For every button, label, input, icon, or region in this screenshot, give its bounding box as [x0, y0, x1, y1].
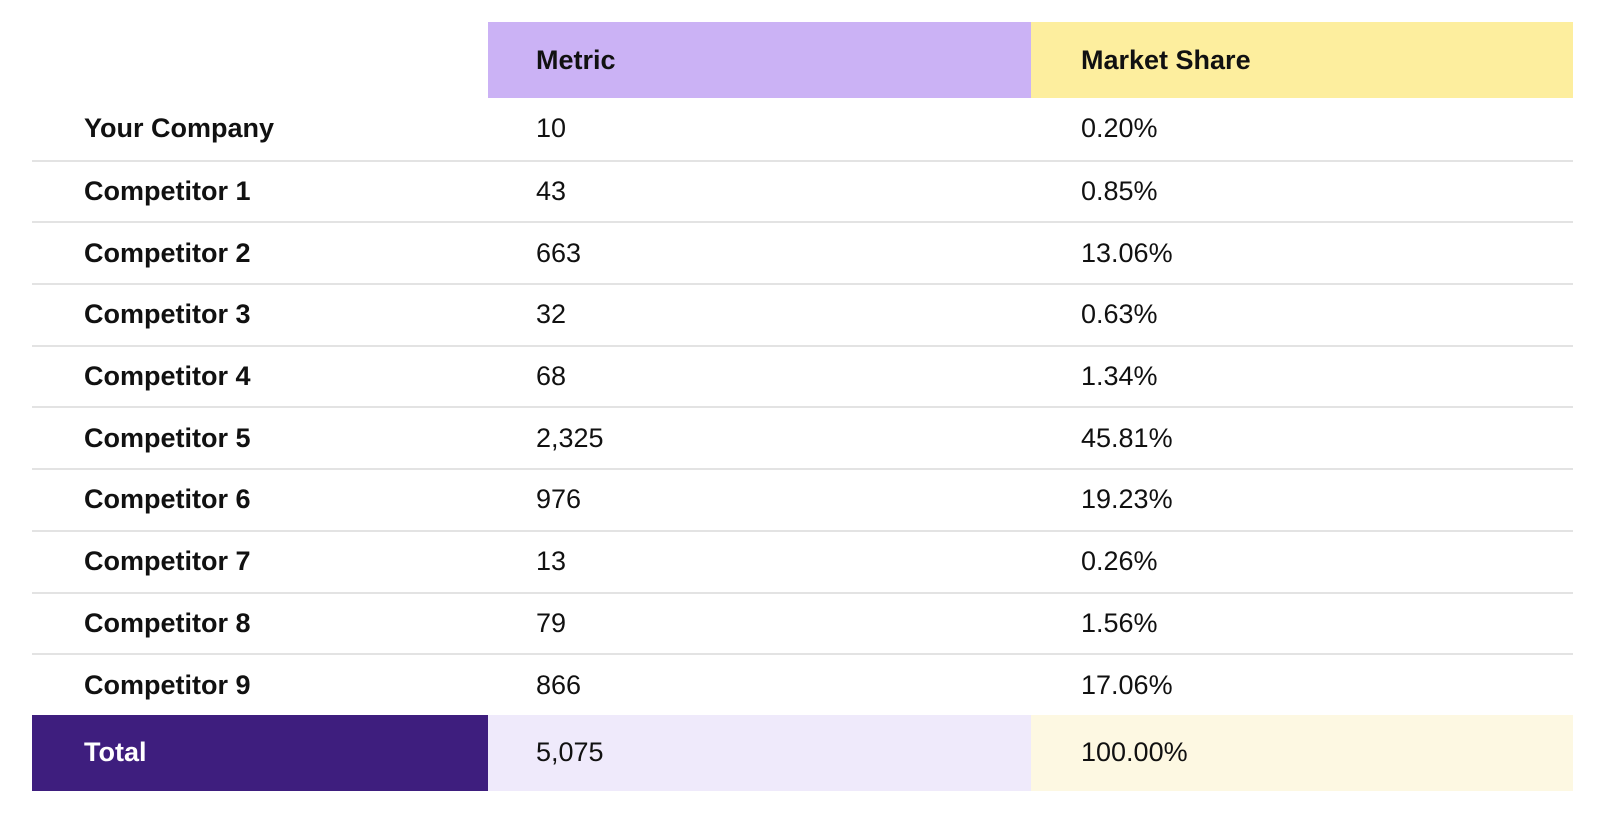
row-label: Competitor 5 — [84, 422, 251, 453]
market-share-value: 1.56% — [1081, 607, 1158, 638]
row-label: Competitor 2 — [84, 237, 251, 268]
market-share-value: 1.34% — [1081, 361, 1158, 392]
table-header-row: Metric Market Share — [32, 22, 1573, 98]
metric-value: 43 — [536, 176, 567, 207]
total-label: Total — [32, 714, 488, 791]
metric-value: 32 — [536, 299, 567, 330]
row-label: Competitor 9 — [84, 669, 251, 700]
metric-value: 663 — [536, 237, 582, 268]
market-share-value: 17.06% — [1081, 669, 1173, 700]
table-row: Competitor 7 13 0.26% — [32, 529, 1573, 592]
metric-value: 79 — [536, 607, 567, 638]
table-row: Competitor 9 866 17.06% — [32, 653, 1573, 715]
table-row: Competitor 6 976 19.23% — [32, 468, 1573, 530]
row-label: Competitor 4 — [84, 361, 251, 392]
metric-value: 2,325 — [536, 422, 604, 453]
column-header-metric: Metric — [488, 22, 1031, 98]
market-share-value: 0.85% — [1081, 176, 1158, 207]
row-label: Competitor 1 — [84, 176, 251, 207]
metric-value: 866 — [536, 669, 582, 700]
metric-value: 976 — [536, 484, 582, 515]
table-row: Competitor 8 79 1.56% — [32, 591, 1573, 654]
market-share-value: 0.26% — [1081, 546, 1158, 577]
market-share-value: 0.20% — [1081, 113, 1158, 144]
table-body: Your Company 10 0.20% Competitor 1 43 0.… — [32, 98, 1573, 715]
table-row: Competitor 2 663 13.06% — [32, 221, 1573, 283]
column-header-market-share: Market Share — [1031, 22, 1573, 98]
row-label: Competitor 8 — [84, 607, 251, 638]
row-label: Your Company — [84, 113, 275, 144]
market-share-value: 13.06% — [1081, 237, 1173, 268]
row-label: Competitor 6 — [84, 484, 251, 515]
table-row: Competitor 5 2,325 45.81% — [32, 406, 1573, 468]
metric-value: 13 — [536, 546, 567, 577]
total-market-share-value: 100.00% — [1031, 714, 1573, 791]
market-share-table: Metric Market Share Your Company 10 0.20… — [32, 22, 1573, 791]
metric-value: 68 — [536, 361, 567, 392]
total-metric-value: 5,075 — [488, 714, 1031, 791]
metric-value: 10 — [536, 113, 567, 144]
row-label: Competitor 3 — [84, 299, 251, 330]
header-spacer-cell — [32, 22, 488, 98]
table-row: Your Company 10 0.20% — [32, 98, 1573, 160]
table-row: Competitor 3 32 0.63% — [32, 283, 1573, 345]
market-share-value: 19.23% — [1081, 484, 1173, 515]
table-total-row: Total 5,075 100.00% — [32, 714, 1573, 791]
table-row: Competitor 1 43 0.85% — [32, 159, 1573, 222]
table-row: Competitor 4 68 1.34% — [32, 344, 1573, 407]
market-share-value: 45.81% — [1081, 422, 1173, 453]
row-label: Competitor 7 — [84, 546, 251, 577]
market-share-value: 0.63% — [1081, 299, 1158, 330]
